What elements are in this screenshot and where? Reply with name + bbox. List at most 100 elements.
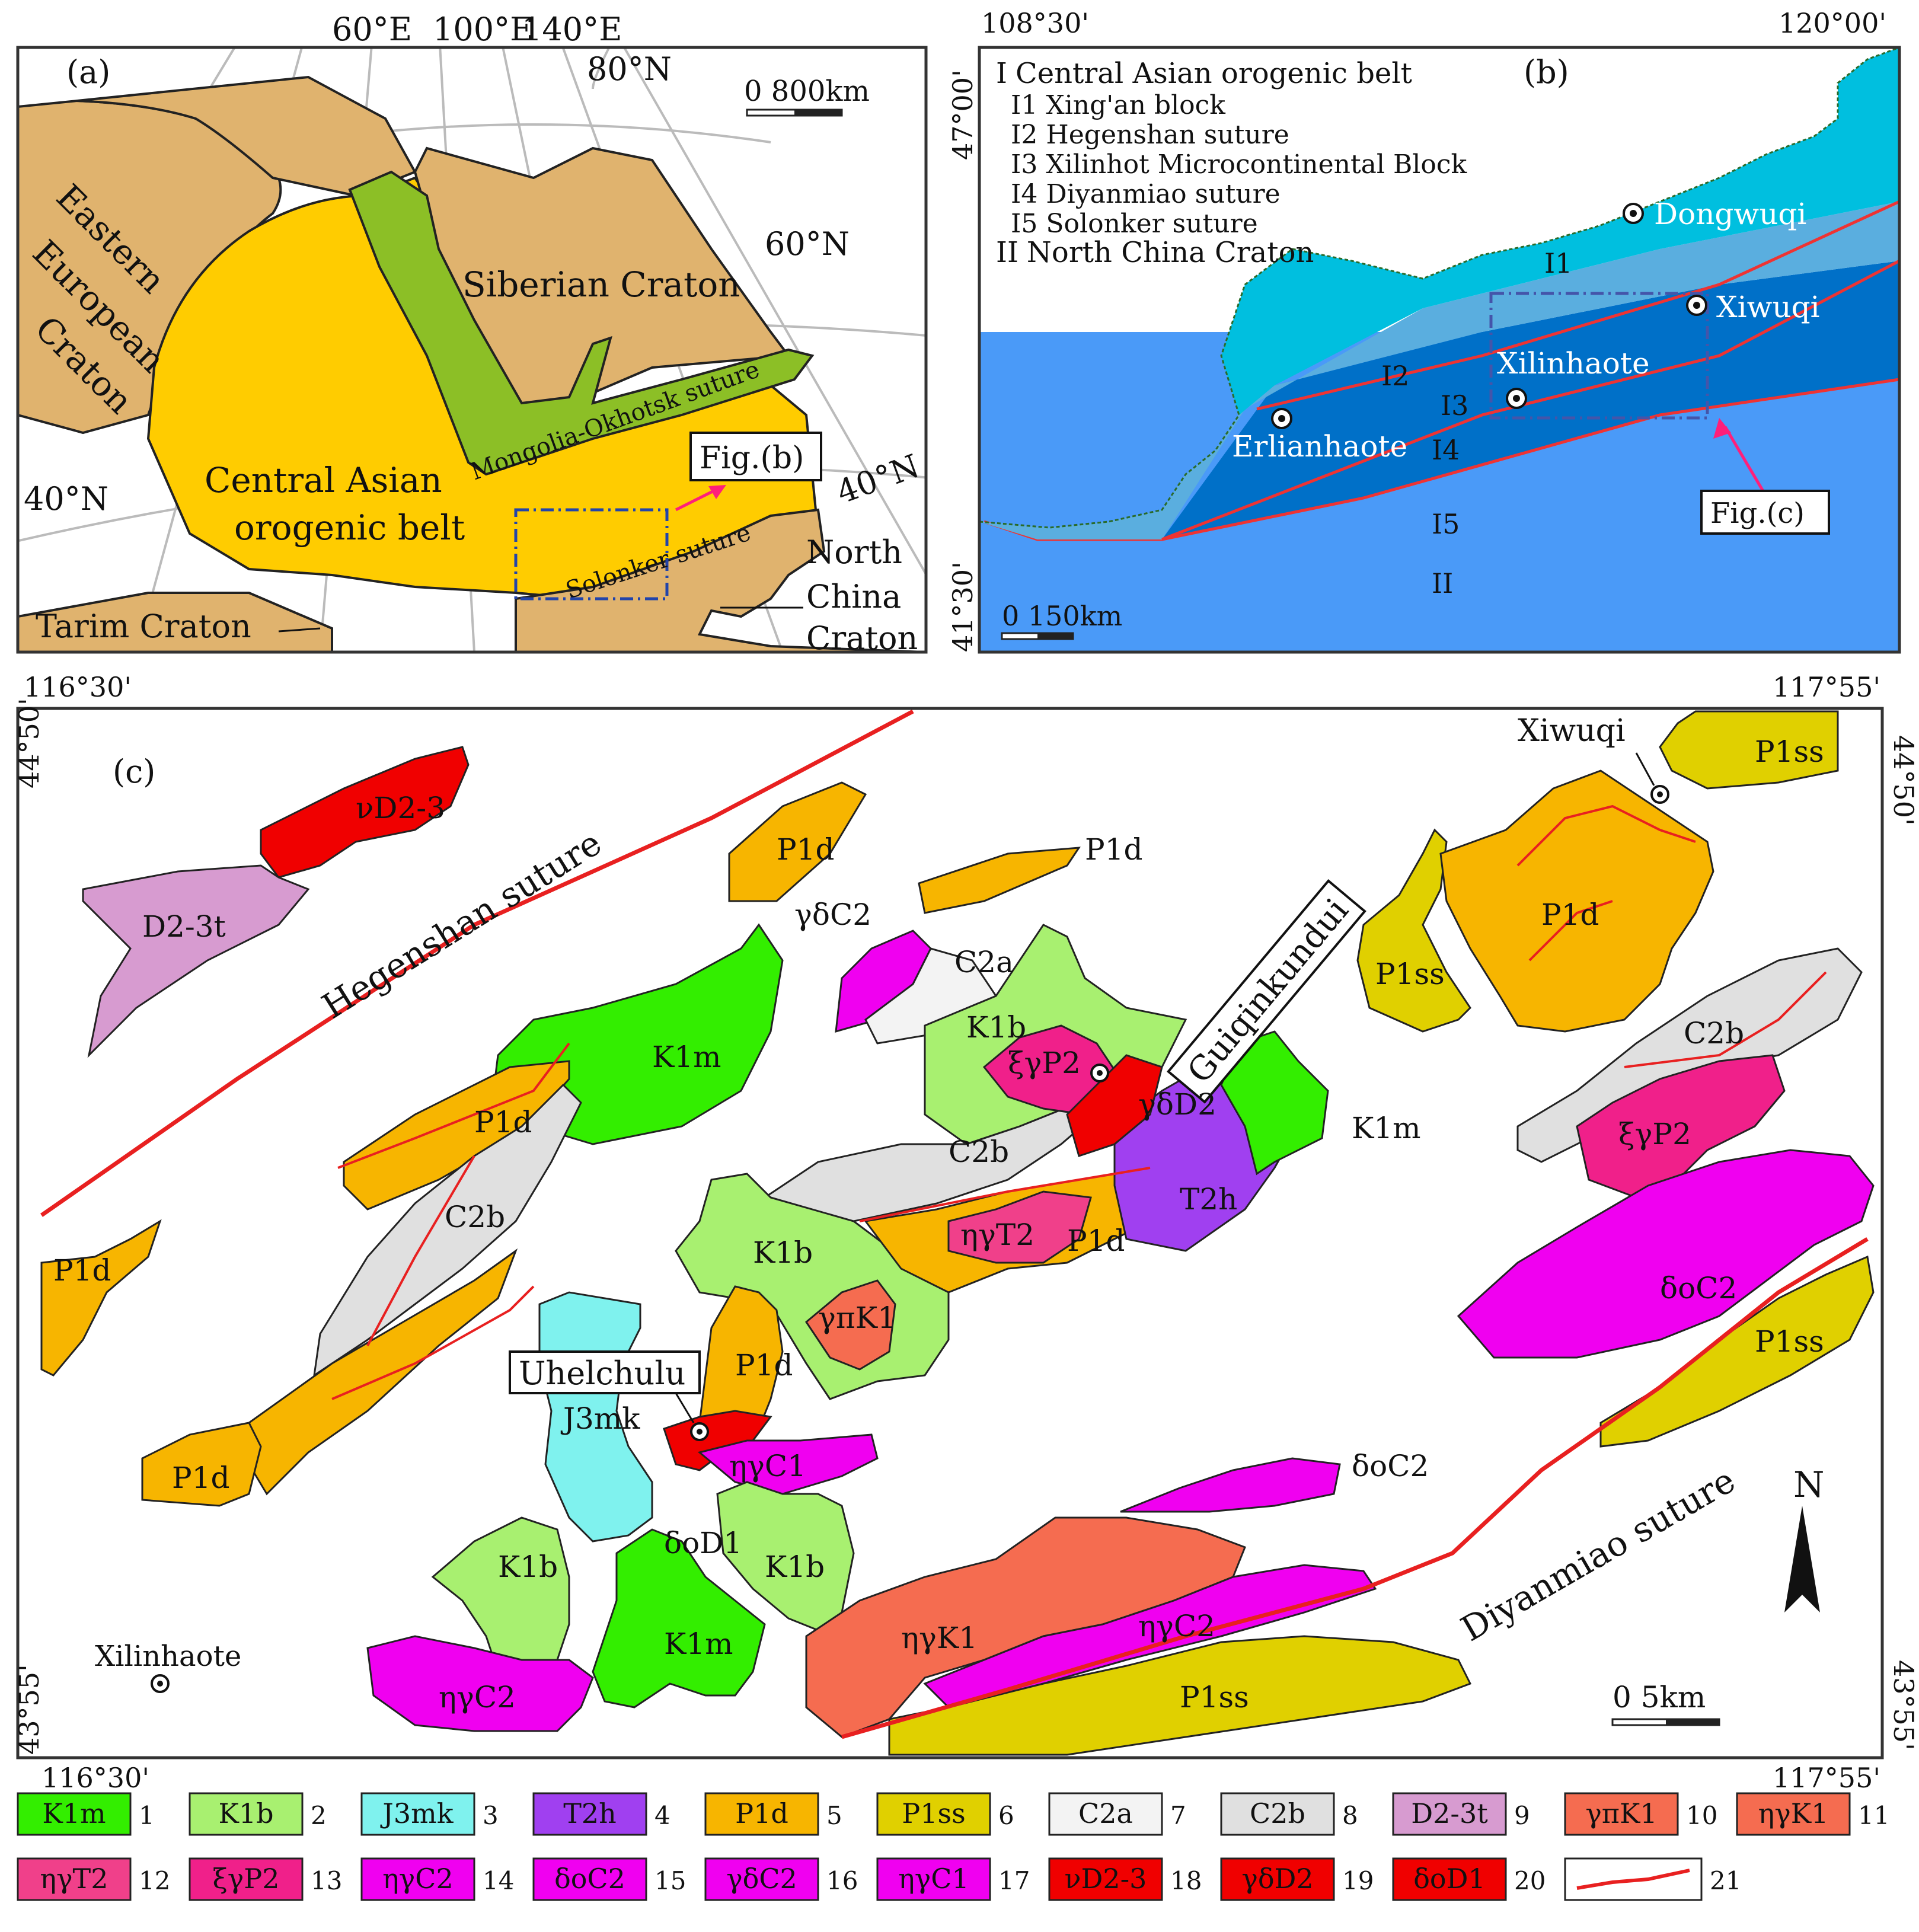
legend-b-num-6: I5 — [1011, 209, 1037, 239]
city-erlianhaote: Erlianhaote — [1232, 408, 1407, 464]
legend-item-8: C2b 8 — [1220, 1792, 1358, 1836]
legend-item-20: δoD1 20 — [1392, 1857, 1546, 1901]
legend-swatch-16 — [704, 1857, 819, 1901]
legend-b-text-2: Xing'an block — [1046, 90, 1225, 120]
place-label-xiwuqi: Xiwuqi — [1518, 713, 1626, 749]
unit-label-k1b-mid: K1b — [753, 1235, 813, 1270]
legend-label-10: γπK1 — [1585, 1797, 1657, 1829]
tarim-craton-area — [18, 592, 333, 652]
unit-p1ss-mid — [1356, 828, 1471, 1033]
legend-swatch-4 — [532, 1792, 647, 1836]
unit-p1ss-bottom — [888, 1635, 1472, 1756]
unit-p1ss-tr — [1659, 710, 1839, 790]
unit-label-k1m-left: K1m — [652, 1040, 721, 1074]
coord-b-top-right: 120°00' — [1778, 7, 1886, 39]
legend-item-17: ηγC1 17 — [876, 1857, 1030, 1901]
legend-num-12: 12 — [139, 1866, 170, 1895]
legend-item-2: K1b 2 — [189, 1792, 327, 1836]
legend-item-1: K1m 1 — [17, 1792, 155, 1836]
hegenshan-line-b — [1256, 200, 1899, 411]
panel-b-label: (b) — [1524, 53, 1569, 91]
legend-label-9: D2-3t — [1411, 1797, 1488, 1829]
legend: K1m 1 K1b 2 J3mk 3 T2h 4 P1d 5 P1ss 6 C2a 7 C2b 8 D2-3t 9… — [17, 1792, 1889, 1901]
legend-swatch-9 — [1392, 1792, 1507, 1836]
unit-d23t — [82, 864, 310, 1058]
panel-c-sutures — [40, 709, 1869, 1739]
legend-num-15: 15 — [654, 1866, 686, 1895]
legend-num-5: 5 — [826, 1801, 842, 1830]
unit-label-egk1: ηγK1 — [901, 1621, 978, 1655]
legend-num-1: 1 — [139, 1801, 155, 1830]
place-xilinhaote: Xilinhaote — [95, 1640, 241, 1693]
legend-label-7: C2a — [1078, 1797, 1133, 1829]
legend-item-5: P1d 5 — [704, 1792, 842, 1836]
legend-b-num-3: I2 — [1011, 120, 1037, 150]
legend-label-3: J3mk — [380, 1797, 454, 1829]
fig-b-ref-label: Fig.(b) — [700, 440, 804, 476]
coord-b-top-left: 108°30' — [981, 7, 1089, 39]
legend-swatch-2 — [189, 1792, 304, 1836]
unit-label-p1ss-bottom: P1ss — [1180, 1680, 1249, 1714]
panel-c-frame — [16, 707, 1884, 1759]
lat-label-60n: 60°N — [765, 225, 850, 263]
legend-item-21: 21 — [1564, 1857, 1741, 1901]
legend-label-17: ηγC1 — [898, 1863, 969, 1895]
coord-b-left-bottom: 41°30' — [947, 561, 979, 652]
legend-num-9: 9 — [1514, 1801, 1530, 1830]
unit-label-c2b-right: C2b — [1684, 1016, 1744, 1050]
legend-label-4: T2h — [563, 1797, 617, 1829]
unit-c2b-left — [313, 1083, 582, 1378]
zone-i2-area — [979, 202, 1899, 539]
legend-swatch-12 — [17, 1857, 132, 1901]
tarim-craton-label: Tarim Craton — [36, 608, 251, 645]
unit-label-doc2-small: δoC2 — [1352, 1449, 1429, 1483]
legend-label-16: γδC2 — [726, 1863, 797, 1895]
unit-xgp2-right — [1576, 1054, 1786, 1199]
unit-label-gdd2: γδD2 — [1138, 1087, 1216, 1122]
unit-k1b-lr — [716, 1481, 855, 1631]
unit-label-p1ss-tr: P1ss — [1755, 735, 1824, 769]
zone-label-i4: I4 — [1432, 434, 1460, 466]
panel-a-map — [18, 47, 926, 652]
coord-c-top-right: 117°55' — [1773, 671, 1880, 703]
legend-swatch-17 — [876, 1857, 991, 1901]
legend-num-19: 19 — [1342, 1866, 1374, 1895]
legend-b-text-1: Central Asian orogenic belt — [1016, 57, 1412, 90]
north-arrow — [1784, 1506, 1820, 1612]
north-label: N — [1793, 1464, 1825, 1506]
lon-label-100e: 100°E — [433, 11, 534, 48]
legend-b-text-7: North China Craton — [1027, 236, 1314, 269]
city-label-xilinhaote: Xilinhaote — [1497, 346, 1650, 381]
legend-b-text-3: Hegenshan suture — [1046, 120, 1289, 150]
lat-label-80n: 80°N — [587, 50, 672, 88]
unit-label-p1d-c: P1d — [474, 1105, 532, 1139]
unit-p1d-right — [1439, 769, 1714, 1033]
legend-b-num-2: I1 — [1011, 90, 1037, 120]
legend-item-11: ηγK1 11 — [1736, 1792, 1889, 1836]
coord-c-bottom-left: 116°30' — [41, 1762, 149, 1794]
legend-num-2: 2 — [311, 1801, 327, 1830]
zone-label-i3: I3 — [1441, 389, 1468, 421]
legend-swatch-11 — [1736, 1792, 1851, 1836]
unit-label-p1ss-right: P1ss — [1755, 1324, 1824, 1359]
unit-p1d-a — [728, 781, 867, 902]
legend-b-num-1: I — [996, 57, 1007, 90]
legend-label-15: δoC2 — [554, 1863, 625, 1895]
siberian-craton-label: Siberian Craton — [462, 264, 740, 305]
coord-c-bottom-right: 117°55' — [1773, 1762, 1880, 1794]
panel-a-frame — [16, 46, 928, 654]
north-china-label-2: China — [806, 578, 901, 615]
unit-k1b-ll — [431, 1516, 570, 1679]
legend-item-13: ξγP2 13 — [189, 1857, 342, 1901]
legend-b-text-5: Diyanmiao suture — [1046, 179, 1280, 209]
panel-a-study-box — [514, 508, 669, 601]
hegenshan-suture-line — [40, 709, 914, 1217]
mongol-okhotsk-suture-area — [348, 170, 815, 476]
unit-label-egc2-left: ηγC2 — [439, 1680, 516, 1714]
zone-label-i5: I5 — [1432, 508, 1460, 540]
legend-item-7: C2a 7 — [1048, 1792, 1186, 1836]
unit-label-p1d-b: P1d — [1085, 832, 1142, 867]
